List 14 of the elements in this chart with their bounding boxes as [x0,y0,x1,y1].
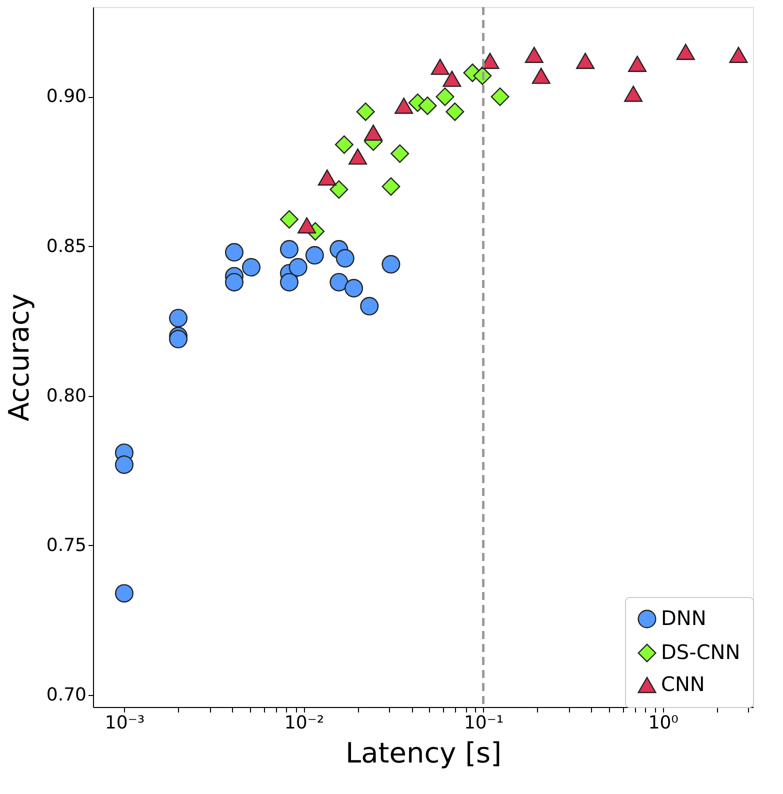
legend-label: DNN [661,606,706,630]
x-tick-label: 10⁻² [284,712,324,734]
y-tick-label: 0.75 [46,534,86,556]
x-axis-title: Latency [s] [345,736,502,770]
x-tick-label: 10⁻¹ [464,712,504,734]
y-tick-label: 0.90 [46,86,86,108]
x-tick-label: 10⁰ [648,712,678,734]
y-axis-title: Accuracy [2,294,36,422]
y-tick-label: 0.85 [46,236,86,257]
y-tick-label: 0.70 [46,684,86,706]
x-tick-label: 10⁻³ [104,712,145,734]
y-tick-label: 0.80 [46,385,86,406]
legend-label: CNN [661,672,705,696]
legend-label: DS-CNN [661,640,740,664]
